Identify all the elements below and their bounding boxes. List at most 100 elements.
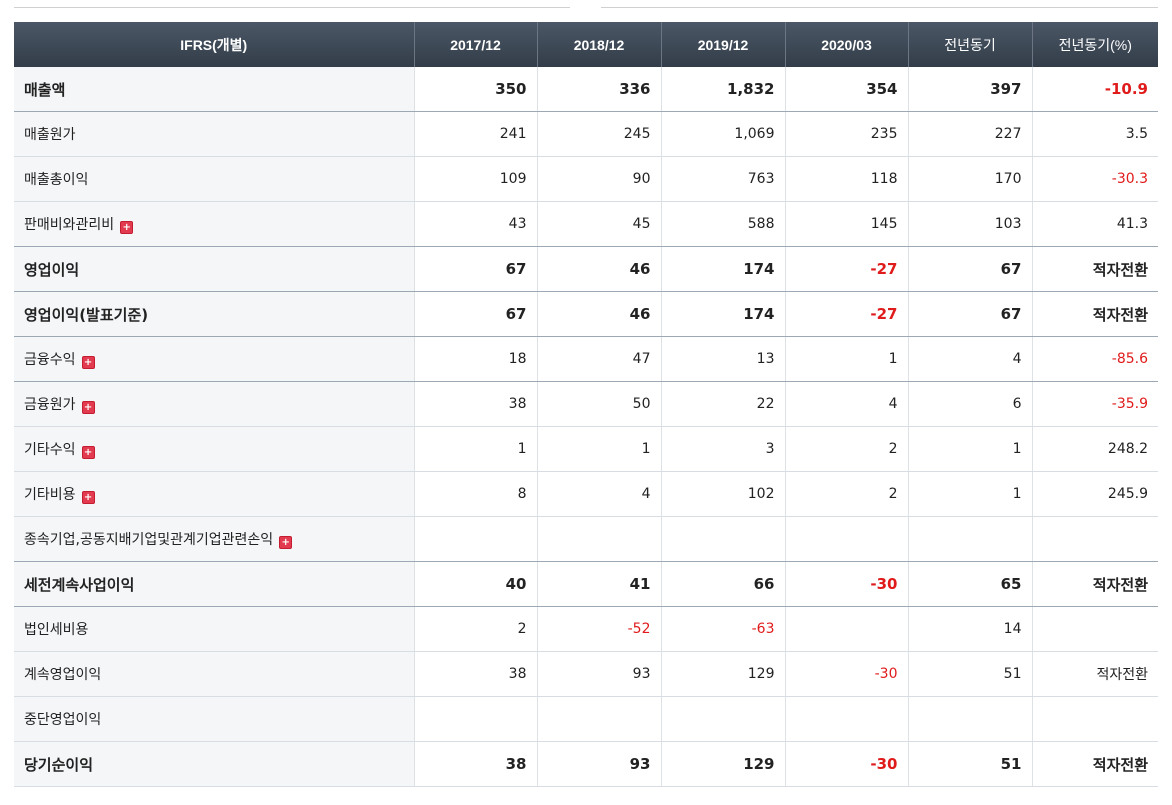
value-cell bbox=[784, 606, 908, 652]
table-row: 매출원가 241 245 1,069 235 227 3.5 bbox=[14, 111, 1158, 157]
value-cell: 1,069 bbox=[660, 111, 785, 157]
row-label: 매출원가 bbox=[24, 127, 76, 143]
value-cell: 적자전환 bbox=[1031, 651, 1158, 697]
value-cell: 65 bbox=[907, 561, 1032, 607]
row-label-cell: 영업이익 bbox=[14, 246, 414, 292]
value-cell: 129 bbox=[660, 741, 785, 787]
value-cell: 1 bbox=[907, 471, 1032, 517]
expand-plus-icon[interactable]: + bbox=[81, 401, 95, 414]
value-cell: -10.9 bbox=[1031, 67, 1158, 112]
row-label: 매출액 bbox=[24, 80, 66, 99]
row-label: 영업이익 bbox=[24, 260, 80, 279]
table-row: 매출액 350 336 1,832 354 397 -10.9 bbox=[14, 67, 1158, 112]
header-label: IFRS(개별) bbox=[14, 22, 414, 67]
value-cell: 적자전환 bbox=[1031, 741, 1158, 787]
value-cell: 14 bbox=[907, 606, 1032, 652]
table-row: 금융원가 +38 50 22 4 6 -35.9 bbox=[14, 381, 1158, 427]
header-col-2020: 2020/03 bbox=[784, 22, 908, 67]
row-label-cell: 매출액 bbox=[14, 67, 414, 112]
expand-plus-icon[interactable]: + bbox=[81, 356, 95, 369]
value-cell: 109 bbox=[413, 156, 537, 202]
value-cell: 2 bbox=[784, 471, 908, 517]
value-cell: 38 bbox=[413, 651, 537, 697]
row-label: 금융수익 bbox=[24, 352, 76, 368]
value-cell: 90 bbox=[536, 156, 661, 202]
row-label: 판매비와관리비 bbox=[24, 217, 115, 233]
value-cell: -27 bbox=[784, 246, 908, 292]
value-cell bbox=[1031, 516, 1158, 562]
value-cell: 245.9 bbox=[1031, 471, 1158, 517]
value-cell: 22 bbox=[660, 381, 785, 427]
value-cell: 129 bbox=[660, 651, 785, 697]
value-cell: 45 bbox=[536, 201, 661, 247]
value-cell bbox=[536, 516, 661, 562]
header-col-yoy: 전년동기 bbox=[907, 22, 1032, 67]
top-divider-right bbox=[601, 7, 1158, 8]
expand-plus-icon[interactable]: + bbox=[81, 446, 95, 459]
value-cell: 3.5 bbox=[1031, 111, 1158, 157]
row-label: 법인세비용 bbox=[24, 622, 89, 638]
row-label-cell: 판매비와관리비 + bbox=[14, 201, 414, 247]
table-row: 종속기업,공동지배기업및관계기업관련손익 + bbox=[14, 516, 1158, 562]
value-cell: 336 bbox=[536, 67, 661, 112]
value-cell: 41 bbox=[536, 561, 661, 607]
value-cell: 103 bbox=[907, 201, 1032, 247]
expand-plus-icon[interactable]: + bbox=[81, 491, 95, 504]
value-cell: 적자전환 bbox=[1031, 561, 1158, 607]
value-cell: 18 bbox=[413, 336, 537, 382]
table-row: 세전계속사업이익 40 41 66 -30 65 적자전환 bbox=[14, 561, 1158, 607]
row-label-cell: 계속영업이익 bbox=[14, 651, 414, 697]
value-cell: 1 bbox=[907, 426, 1032, 472]
value-cell bbox=[907, 516, 1032, 562]
value-cell: 46 bbox=[536, 246, 661, 292]
value-cell: 38 bbox=[413, 381, 537, 427]
row-label: 세전계속사업이익 bbox=[24, 575, 135, 594]
row-label: 계속영업이익 bbox=[24, 667, 102, 683]
value-cell: 102 bbox=[660, 471, 785, 517]
value-cell: -27 bbox=[784, 291, 908, 337]
value-cell: 241 bbox=[413, 111, 537, 157]
value-cell bbox=[907, 696, 1032, 742]
value-cell: 38 bbox=[413, 741, 537, 787]
value-cell: 93 bbox=[536, 651, 661, 697]
row-label: 기타비용 bbox=[24, 487, 76, 503]
value-cell: 적자전환 bbox=[1031, 246, 1158, 292]
value-cell: 50 bbox=[536, 381, 661, 427]
row-label-cell: 당기순이익 bbox=[14, 741, 414, 787]
row-label: 중단영업이익 bbox=[24, 712, 102, 728]
value-cell: 763 bbox=[660, 156, 785, 202]
value-cell: 245 bbox=[536, 111, 661, 157]
table-row: 판매비와관리비 +43 45 588 145 103 41.3 bbox=[14, 201, 1158, 247]
value-cell: 354 bbox=[784, 67, 908, 112]
row-label: 매출총이익 bbox=[24, 172, 89, 188]
row-label: 당기순이익 bbox=[24, 755, 94, 774]
row-label-cell: 종속기업,공동지배기업및관계기업관련손익 + bbox=[14, 516, 414, 562]
row-label: 영업이익(발표기준) bbox=[24, 305, 149, 324]
row-label: 금융원가 bbox=[24, 397, 76, 413]
expand-plus-icon[interactable]: + bbox=[279, 536, 293, 549]
header-col-yoy-pct: 전년동기(%) bbox=[1031, 22, 1158, 67]
value-cell: 248.2 bbox=[1031, 426, 1158, 472]
table-row: 매출총이익 109 90 763 118 170 -30.3 bbox=[14, 156, 1158, 202]
value-cell bbox=[660, 696, 785, 742]
header-col-2017: 2017/12 bbox=[413, 22, 537, 67]
table-row: 기타비용 +8 4 102 2 1 245.9 bbox=[14, 471, 1158, 517]
row-label-cell: 기타비용 + bbox=[14, 471, 414, 517]
value-cell: -30 bbox=[784, 561, 908, 607]
table-row: 기타수익 +1 1 3 2 1 248.2 bbox=[14, 426, 1158, 472]
expand-plus-icon[interactable]: + bbox=[120, 221, 134, 234]
value-cell: 3 bbox=[660, 426, 785, 472]
value-cell bbox=[413, 516, 537, 562]
value-cell: 227 bbox=[907, 111, 1032, 157]
row-label: 기타수익 bbox=[24, 442, 76, 458]
value-cell: 66 bbox=[660, 561, 785, 607]
table-row: 영업이익(발표기준) 67 46 174 -27 67 적자전환 bbox=[14, 291, 1158, 337]
value-cell: 67 bbox=[907, 291, 1032, 337]
value-cell bbox=[1031, 696, 1158, 742]
row-label-cell: 법인세비용 bbox=[14, 606, 414, 652]
value-cell: 397 bbox=[907, 67, 1032, 112]
value-cell: 4 bbox=[907, 336, 1032, 382]
value-cell: 174 bbox=[660, 291, 785, 337]
value-cell bbox=[784, 516, 908, 562]
value-cell: 47 bbox=[536, 336, 661, 382]
